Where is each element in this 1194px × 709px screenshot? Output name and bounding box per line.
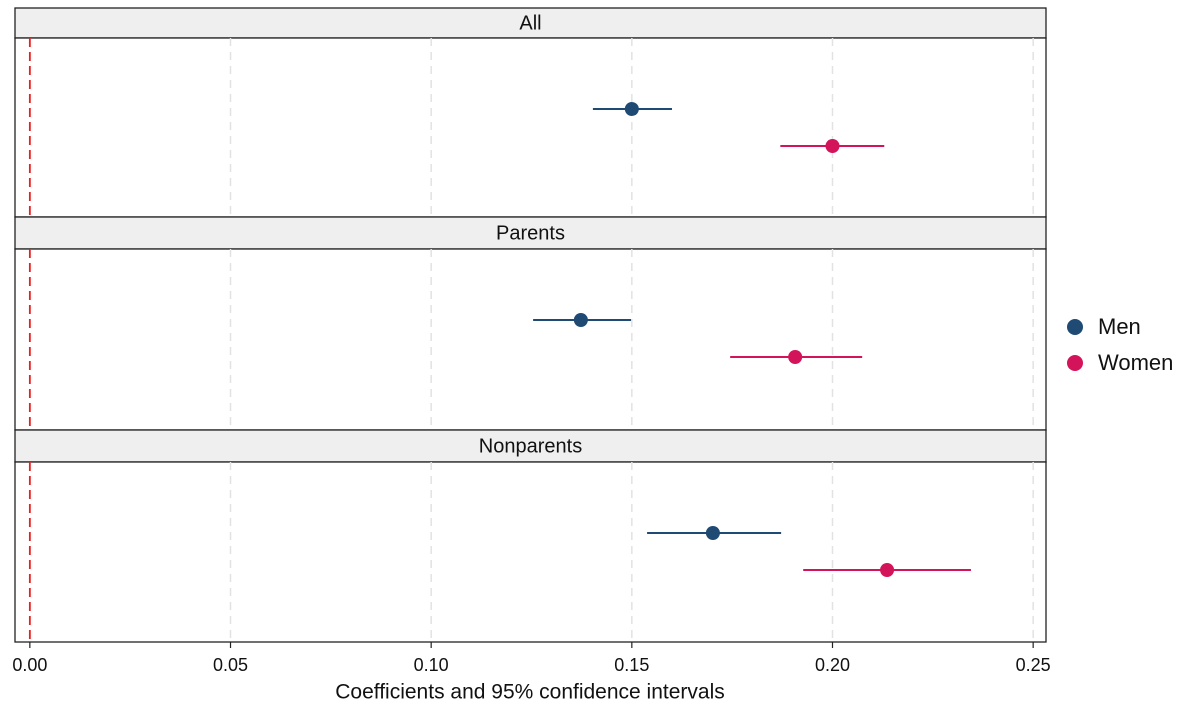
point (825, 139, 840, 153)
point (705, 526, 720, 540)
panel (14, 248, 1047, 431)
strip-label: Nonparents (479, 435, 582, 457)
point (573, 313, 588, 327)
legend-swatch (1067, 319, 1083, 335)
legend-label: Women (1098, 350, 1173, 375)
x-tick-label: 0.15 (614, 655, 649, 675)
strip-label: Parents (496, 222, 565, 244)
strip (14, 7, 1047, 39)
strip-label: All (519, 12, 541, 34)
point (624, 102, 639, 116)
legend-swatch (1067, 355, 1083, 371)
panel (14, 37, 1047, 218)
strip (14, 216, 1047, 250)
panel (14, 461, 1047, 643)
x-axis-label: Coefficients and 95% confidence interval… (335, 681, 725, 704)
x-tick-label: 0.10 (414, 655, 449, 675)
x-tick-label: 0.00 (12, 655, 47, 675)
point (880, 563, 895, 577)
x-tick-label: 0.20 (815, 655, 850, 675)
point (788, 350, 803, 364)
legend-label: Men (1098, 314, 1141, 339)
x-tick-label: 0.25 (1016, 655, 1051, 675)
x-tick-label: 0.05 (213, 655, 248, 675)
